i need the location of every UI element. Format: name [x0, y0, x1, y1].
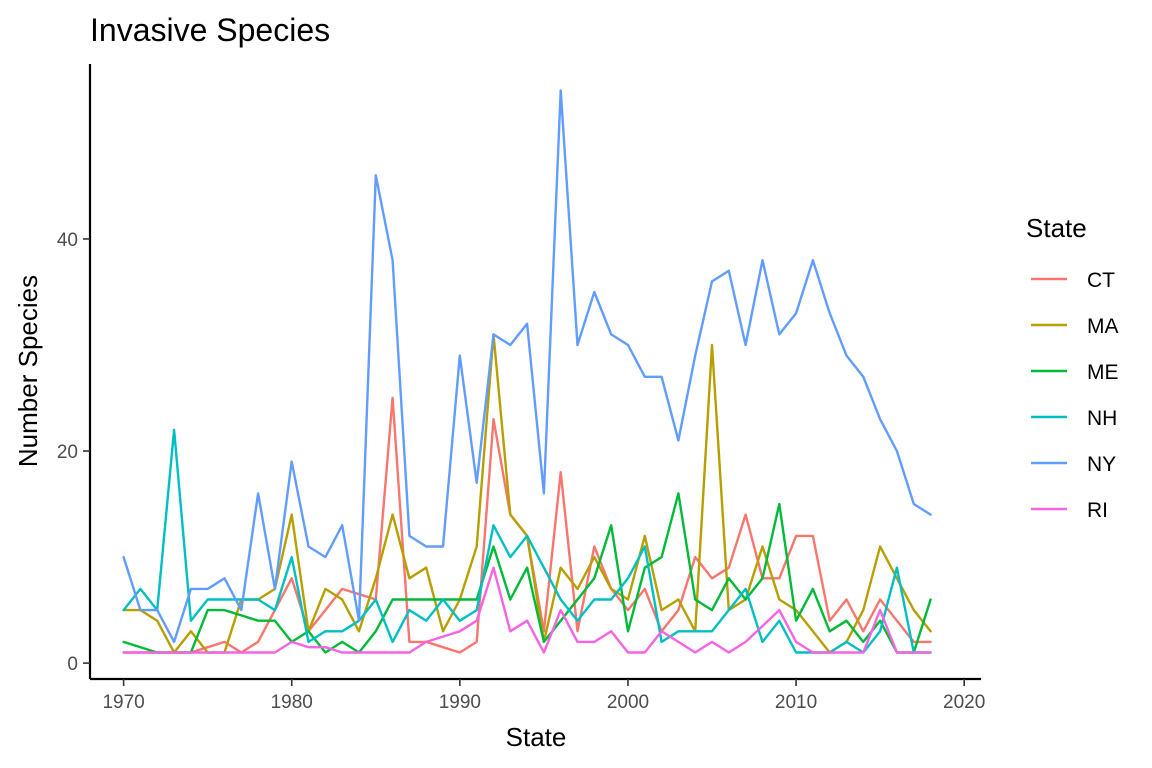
y-axis-ticks: 0 20 40 — [57, 230, 90, 675]
legend-items: CT MA ME NH NY RI — [1031, 269, 1119, 522]
series-line-ny — [122, 89, 932, 644]
series-layer — [122, 89, 932, 654]
legend-label-ri: RI — [1087, 499, 1108, 522]
x-tick-label: 1990 — [439, 692, 481, 713]
series-line-ma — [122, 333, 932, 654]
legend: State CT MA ME NH NY RI — [1026, 213, 1119, 522]
legend-label-nh: NH — [1087, 407, 1117, 430]
legend-label-ny: NY — [1087, 453, 1116, 476]
chart-title: Invasive Species — [90, 12, 330, 48]
legend-label-me: ME — [1087, 361, 1119, 384]
x-tick-label: 1970 — [102, 692, 144, 713]
legend-title: State — [1026, 213, 1087, 243]
y-tick-label: 40 — [57, 230, 78, 251]
x-tick-label: 1980 — [271, 692, 313, 713]
y-tick-label: 0 — [67, 654, 78, 675]
x-tick-label: 2000 — [607, 692, 649, 713]
legend-label-ct: CT — [1087, 269, 1115, 292]
series-line-me — [122, 492, 932, 654]
x-axis-title: State — [506, 722, 567, 752]
series-line-ri — [122, 566, 932, 654]
series-line-ct — [122, 396, 932, 654]
y-axis-title: Number Species — [13, 275, 43, 467]
series-line-nh — [122, 428, 932, 654]
y-tick-label: 20 — [57, 442, 78, 463]
legend-label-ma: MA — [1087, 315, 1119, 338]
x-axis-ticks: 1970 1980 1990 2000 2010 2020 — [102, 679, 985, 713]
x-tick-label: 2010 — [775, 692, 817, 713]
x-tick-label: 2020 — [943, 692, 985, 713]
